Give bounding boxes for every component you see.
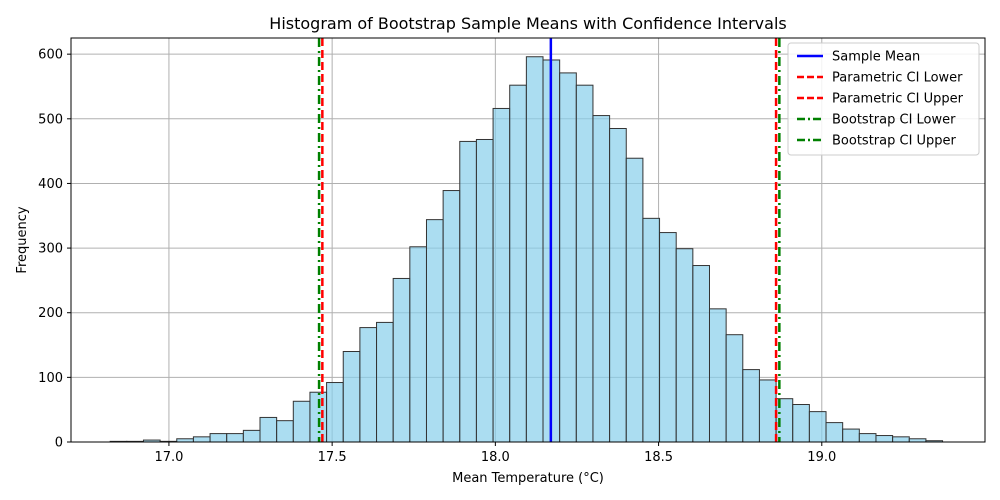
- y-tick-label: 600: [38, 48, 63, 63]
- legend-frame: [787, 42, 980, 156]
- histogram-bar: [242, 429, 261, 443]
- histogram-bar: [858, 433, 877, 443]
- histogram-bar: [609, 127, 627, 443]
- histogram-bar: [842, 428, 860, 443]
- x-axis-ticks: 17.0 17.5 18.0 18.5 19.0: [154, 442, 836, 465]
- histogram-bar: [192, 436, 211, 443]
- histogram-bar: [259, 416, 278, 443]
- histogram-bar: [792, 404, 810, 443]
- y-axis-label: Frequency: [15, 206, 30, 273]
- histogram-bar: [492, 107, 511, 443]
- legend-label: Bootstrap CI Upper: [832, 134, 957, 149]
- x-tick-label: 17.5: [318, 450, 347, 465]
- histogram-bar: [392, 277, 411, 443]
- y-tick-label: 200: [38, 306, 63, 321]
- histogram-bar: [675, 248, 694, 443]
- x-tick-label: 18.5: [644, 450, 673, 465]
- histogram-bar: [209, 433, 228, 443]
- histogram-bar: [742, 369, 760, 443]
- x-tick-label: 17.0: [154, 450, 183, 465]
- histogram-bar: [692, 265, 710, 443]
- histogram-bar: [525, 56, 544, 443]
- histogram-bar: [409, 246, 427, 443]
- reference-lines: [317, 38, 781, 442]
- y-tick-label: 300: [38, 242, 63, 257]
- legend: Sample Mean Parametric CI Lower Parametric…: [787, 42, 980, 156]
- histogram-bar: [459, 140, 477, 443]
- histogram-bar: [592, 115, 611, 443]
- y-tick-label: 400: [38, 177, 63, 192]
- y-tick-label: 500: [38, 112, 63, 127]
- histogram-bar: [875, 435, 894, 443]
- histogram-bar: [825, 422, 844, 443]
- histogram-bar: [559, 72, 577, 443]
- histogram-bar: [342, 351, 361, 443]
- histogram-bar: [475, 138, 494, 443]
- legend-label: Parametric CI Upper: [832, 92, 964, 107]
- histogram-bar: [659, 232, 677, 443]
- histogram-bars: [109, 56, 944, 443]
- plot-frame: [70, 37, 986, 443]
- histogram-bar: [708, 308, 727, 443]
- histogram-bar: [359, 327, 378, 443]
- histogram-bar: [376, 321, 394, 443]
- histogram-bar: [725, 334, 744, 443]
- histogram-bar: [575, 84, 594, 443]
- histogram-bar: [226, 433, 244, 443]
- histogram-bar: [276, 420, 294, 443]
- histogram-bar: [442, 190, 461, 443]
- y-tick-label: 0: [55, 436, 63, 451]
- histogram-bar: [892, 436, 910, 443]
- y-axis-ticks: 0 100 200 300 400 500 600: [38, 48, 71, 451]
- histogram-bar: [758, 379, 777, 443]
- histogram-bar: [425, 219, 444, 443]
- x-tick-label: 18.0: [481, 450, 510, 465]
- histogram-bar: [509, 84, 527, 443]
- histogram-bar: [642, 217, 661, 443]
- x-axis-label: Mean Temperature (°C): [452, 471, 604, 486]
- legend-label: Parametric CI Lower: [832, 71, 963, 86]
- histogram-bar: [808, 411, 827, 443]
- histogram-bar: [625, 157, 644, 443]
- histogram-bar: [326, 382, 344, 443]
- chart-title: Histogram of Bootstrap Sample Means with…: [269, 14, 786, 33]
- y-tick-label: 100: [38, 371, 63, 386]
- legend-label: Bootstrap CI Lower: [832, 113, 956, 128]
- legend-label: Sample Mean: [832, 50, 920, 65]
- histogram-bar: [292, 400, 311, 443]
- x-tick-label: 19.0: [807, 450, 836, 465]
